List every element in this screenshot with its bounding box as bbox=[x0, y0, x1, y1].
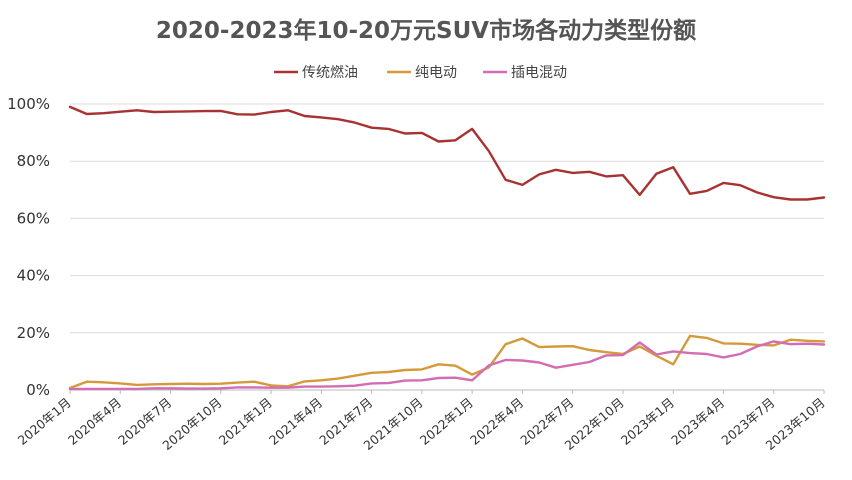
series-line-2 bbox=[68, 340, 826, 391]
x-tick-label: 2020年4月 bbox=[65, 395, 124, 448]
y-tick-label: 20% bbox=[17, 324, 50, 342]
x-tick-label: 2022年1月 bbox=[417, 395, 476, 448]
chart-title: 2020-2023年10-20万元SUV市场各动力类型份额 bbox=[156, 17, 696, 44]
x-tick-label: 2023年4月 bbox=[668, 395, 727, 448]
y-tick-label: 100% bbox=[7, 95, 50, 113]
y-tick-label: 60% bbox=[17, 209, 50, 227]
legend-label-1: 纯电动 bbox=[415, 65, 457, 81]
x-tick-label: 2020年1月 bbox=[15, 395, 74, 448]
series-line-1 bbox=[68, 334, 826, 390]
x-tick-label: 2021年1月 bbox=[216, 395, 275, 448]
x-tick-label: 2023年1月 bbox=[618, 395, 677, 448]
legend: 传统燃油 纯电动 插电混动 bbox=[274, 64, 567, 81]
y-tick-label: 40% bbox=[17, 267, 50, 285]
y-tick-label: 0% bbox=[26, 381, 50, 399]
series-lines bbox=[68, 105, 826, 391]
legend-label-2: 插电混动 bbox=[511, 65, 567, 81]
y-axis-ticks: 0% 20% 40% 60% 80% 100% bbox=[7, 95, 50, 399]
x-tick-label: 2022年4月 bbox=[467, 395, 526, 448]
legend-label-0: 传统燃油 bbox=[302, 64, 358, 81]
grid-lines bbox=[70, 103, 824, 391]
x-axis-ticks: 2020年1月2020年4月2020年7月2020年10月2021年1月2021… bbox=[15, 390, 828, 453]
y-tick-label: 80% bbox=[17, 152, 50, 170]
series-line-0 bbox=[68, 105, 826, 201]
x-tick-label: 2021年4月 bbox=[266, 395, 325, 448]
